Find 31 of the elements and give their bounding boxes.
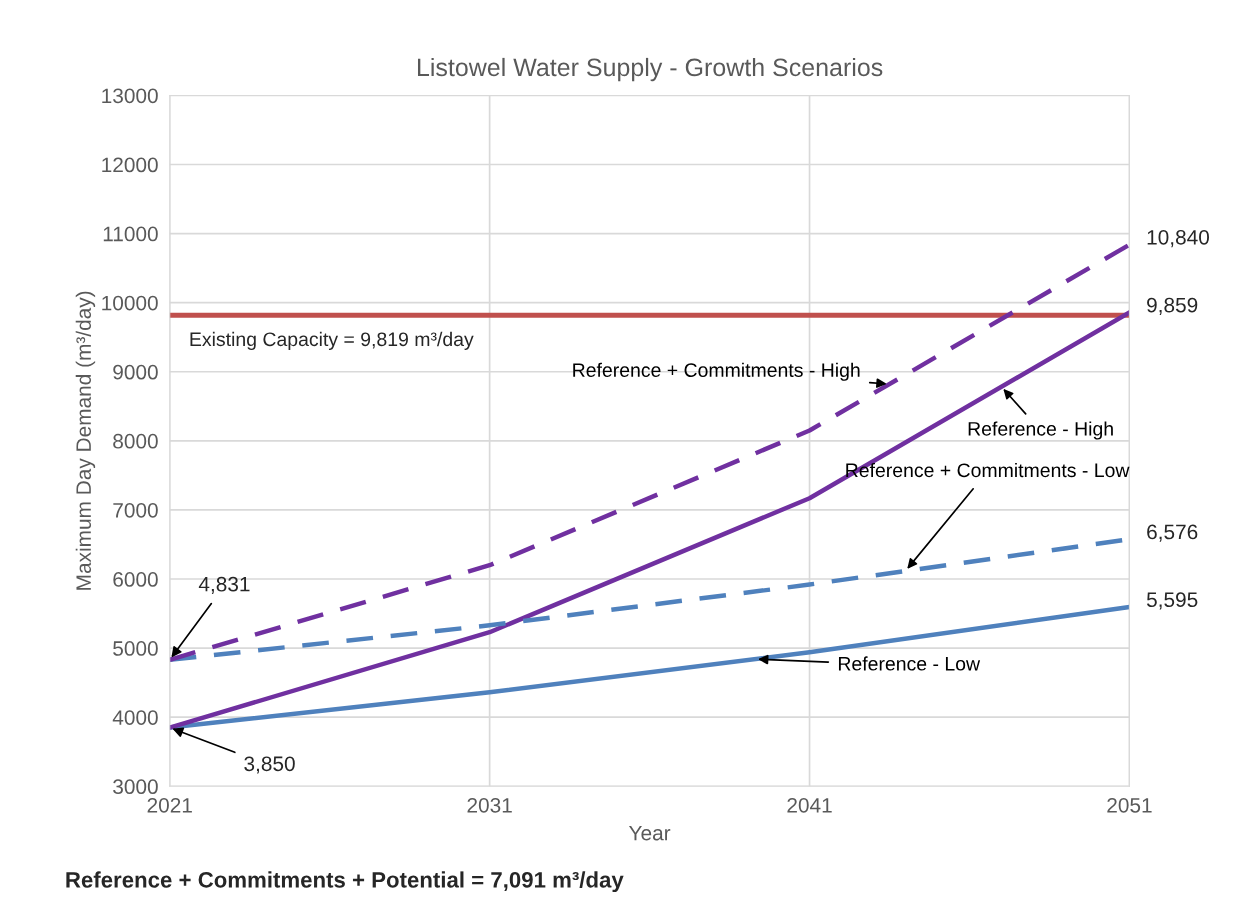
y-tick-label: 8000 [113, 433, 158, 449]
chart-title: Listowel Water Supply - Growth Scenarios [418, 57, 883, 82]
x-tick-label: 2031 [467, 797, 512, 813]
ref-line-label: Existing Capacity = 9,819 m³/day [190, 331, 474, 350]
y-tick-label: 6000 [113, 572, 158, 587]
y-tick-label: 13000 [102, 88, 158, 104]
series-label: Reference - Low [838, 656, 981, 671]
y-tick-label: 11000 [103, 226, 158, 242]
y-tick-label: 5000 [113, 641, 158, 656]
data-label: 3,850 [244, 756, 295, 774]
y-axis-title: Maximum Day Demand (m³/day) [75, 291, 96, 590]
y-tick-label: 10000 [102, 295, 158, 311]
data-label: 9,859 [1147, 297, 1198, 315]
series-label: Reference - High [968, 421, 1113, 440]
y-tick-label: 9000 [113, 364, 158, 380]
data-label: 5,595 [1146, 592, 1198, 610]
x-axis-title: Year [628, 825, 671, 841]
x-tick-label: 2051 [1107, 797, 1152, 813]
series-label: Reference + Commitments - High [573, 362, 860, 381]
text: Reference + Commitments + Potential = 7,091 m³/day [66, 871, 624, 893]
x-tick-label: 2021 [147, 797, 192, 813]
line-series [169, 604, 1130, 730]
y-tick-label: 12000 [102, 157, 158, 173]
x-tick-label: 2041 [787, 797, 832, 813]
data-label: 4,831 [198, 576, 250, 594]
y-tick-label: 4000 [112, 710, 158, 725]
data-label: 10,840 [1147, 229, 1210, 248]
line-series [169, 310, 1130, 730]
y-tick-label: 7000 [113, 502, 158, 518]
y-tick-label: 3000 [113, 779, 158, 795]
data-label: 6,576 [1147, 524, 1198, 542]
